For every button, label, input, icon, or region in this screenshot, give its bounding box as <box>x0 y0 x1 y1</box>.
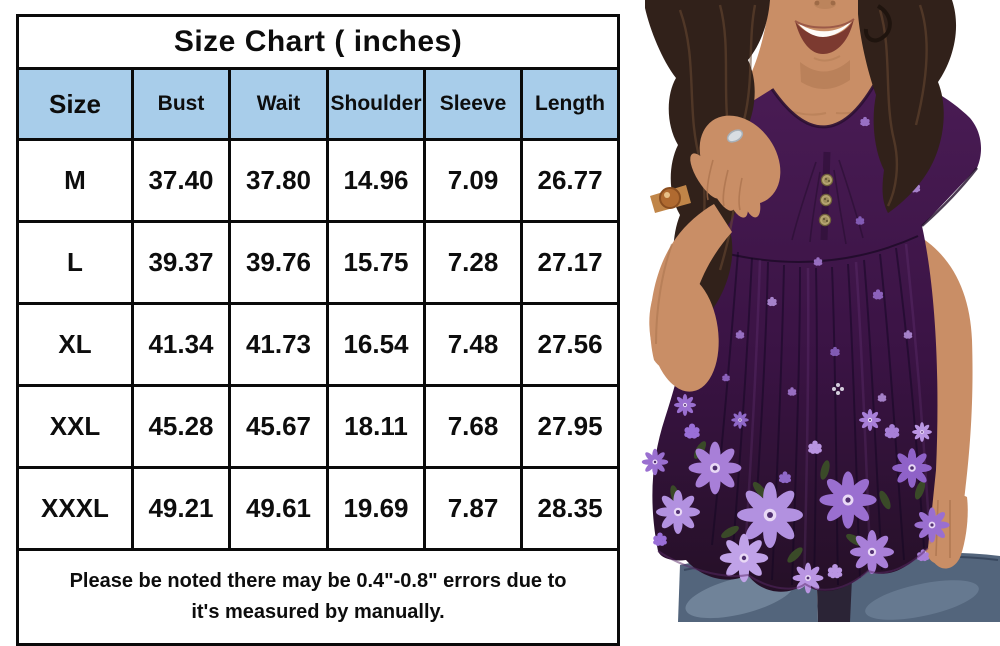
table-note-row: Please be noted there may be 0.4"-0.8" e… <box>15 548 621 646</box>
size-chart-table: Size Chart ( inches) Size Bust Wait Shou… <box>15 14 621 646</box>
button <box>818 213 832 227</box>
length-value: 27.17 <box>519 220 621 305</box>
smile <box>794 18 855 54</box>
sleeve-hem <box>921 167 978 227</box>
bust-value: 49.21 <box>131 466 231 551</box>
table-row: XXL 45.28 45.67 18.11 7.68 27.95 <box>16 384 621 469</box>
hair-right <box>858 0 957 213</box>
ring <box>726 129 744 143</box>
chin-line <box>813 55 841 62</box>
wait-value: 49.61 <box>228 466 329 551</box>
wait-value: 45.67 <box>228 384 329 469</box>
length-value: 28.35 <box>519 466 621 551</box>
sleeve-value: 7.48 <box>423 302 523 387</box>
table-row: M 37.40 37.80 14.96 7.09 26.77 <box>16 138 621 223</box>
length-value: 26.77 <box>519 138 621 223</box>
measurement-note: Please be noted there may be 0.4"-0.8" e… <box>15 548 621 646</box>
hem-edge <box>657 547 929 591</box>
size-label: L <box>16 220 134 305</box>
table-row: L 39.37 39.76 15.75 7.28 27.17 <box>16 220 621 305</box>
length-value: 27.56 <box>519 302 621 387</box>
shoulder-value: 14.96 <box>326 138 426 223</box>
bust-value: 45.28 <box>131 384 231 469</box>
table-row: XXXL 49.21 49.61 19.69 7.87 28.35 <box>16 466 621 551</box>
sleeve-value: 7.87 <box>423 466 523 551</box>
raised-arm <box>649 115 781 392</box>
column-header-shoulder: Shoulder <box>326 67 426 141</box>
table-row: XL 41.34 41.73 16.54 7.48 27.56 <box>16 302 621 387</box>
fingers <box>690 153 761 218</box>
table-header-row: Size Bust Wait Shoulder Sleeve Length <box>16 67 621 141</box>
sleeve-value: 7.09 <box>423 138 523 223</box>
table-title-row: Size Chart ( inches) <box>15 14 621 70</box>
nose-shadow <box>814 0 836 9</box>
sleeve-value: 7.28 <box>423 220 523 305</box>
bust-value: 37.40 <box>131 138 231 223</box>
column-header-bust: Bust <box>131 67 231 141</box>
model-photo-illustration <box>620 0 1000 622</box>
size-label: XXXL <box>16 466 134 551</box>
small-flower-print <box>722 116 921 402</box>
watch <box>650 185 691 213</box>
size-label: M <box>16 138 134 223</box>
shoulder-value: 18.11 <box>326 384 426 469</box>
wait-value: 41.73 <box>228 302 329 387</box>
size-label: XXL <box>16 384 134 469</box>
shoulder-value: 19.69 <box>326 466 426 551</box>
size-chart-panel: Size Chart ( inches) Size Bust Wait Shou… <box>15 14 621 646</box>
size-label: XL <box>16 302 134 387</box>
length-value: 27.95 <box>519 384 621 469</box>
forearm <box>650 204 732 372</box>
wait-value: 37.80 <box>228 138 329 223</box>
column-header-sleeve: Sleeve <box>423 67 523 141</box>
button <box>819 193 833 207</box>
yoke-gathers <box>791 159 864 245</box>
button <box>820 173 834 187</box>
hair-curl <box>863 4 892 43</box>
column-header-wait: Wait <box>228 67 329 141</box>
column-header-size: Size <box>16 67 134 141</box>
neckline <box>770 77 880 129</box>
column-header-length: Length <box>519 67 621 141</box>
white-star-flower <box>832 383 844 395</box>
wait-value: 39.76 <box>228 220 329 305</box>
shoulder-value: 15.75 <box>326 220 426 305</box>
face <box>794 0 855 62</box>
buttons <box>818 173 834 227</box>
sleeve-value: 7.68 <box>423 384 523 469</box>
shoulder-value: 16.54 <box>326 302 426 387</box>
bust-value: 41.34 <box>131 302 231 387</box>
product-photo <box>620 0 1000 622</box>
size-chart-title: Size Chart ( inches) <box>15 14 621 70</box>
bust-value: 39.37 <box>131 220 231 305</box>
